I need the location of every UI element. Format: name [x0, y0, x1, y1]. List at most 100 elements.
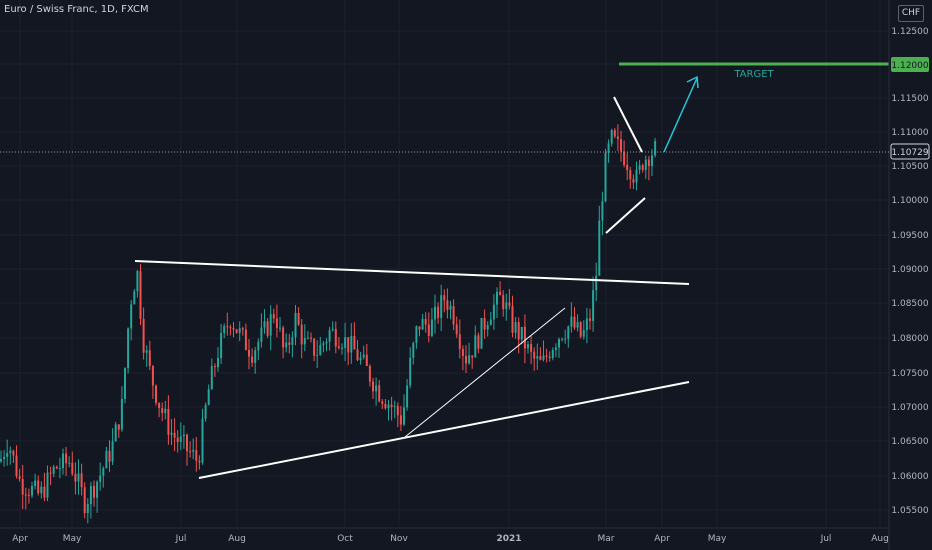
y-tick-label: 1.09500: [891, 231, 928, 241]
candle-down: [189, 451, 192, 453]
x-tick-label: Apr: [12, 534, 28, 544]
candle-down: [629, 170, 632, 180]
candle-down: [347, 337, 350, 353]
candle-up: [34, 480, 37, 486]
candle-down: [424, 318, 427, 325]
candle-up: [62, 453, 64, 469]
candle-down: [12, 450, 15, 456]
target-label: TARGET: [733, 69, 774, 80]
candle-up: [269, 314, 272, 336]
candle-up: [328, 330, 331, 342]
candle-up: [564, 338, 567, 340]
y-tick-label: 1.11500: [891, 94, 928, 104]
x-tick-label: Jul: [820, 534, 832, 544]
x-tick-label: Oct: [337, 534, 353, 544]
candle-up: [415, 326, 418, 343]
candle-up: [527, 344, 529, 349]
y-tick-label: 1.09000: [891, 265, 928, 275]
candle-down: [443, 295, 446, 301]
candle-down: [337, 346, 340, 349]
candle-up: [111, 441, 114, 462]
rising-channel-line[interactable]: [404, 307, 566, 438]
pennant-lower-line[interactable]: [605, 197, 646, 234]
candle-down: [158, 402, 161, 409]
candle-up: [238, 328, 241, 333]
candle-up: [145, 350, 148, 353]
candle-up: [570, 316, 573, 327]
y-tick-label: 1.07500: [891, 369, 928, 379]
current-price-label: 1.10729: [891, 148, 928, 158]
candle-down: [446, 300, 449, 310]
candle-up: [319, 345, 322, 355]
candle-up: [403, 407, 405, 425]
price-axis[interactable]: 1.12500 1.12000 1.11500 1.11000 1.10500 1.100…: [891, 27, 928, 516]
candle-down: [539, 356, 542, 360]
candle-up: [536, 356, 539, 359]
candle-up: [514, 322, 517, 333]
candle-up: [316, 354, 319, 356]
candle-down: [517, 322, 520, 340]
candle-up: [558, 339, 560, 348]
candle-up: [567, 326, 570, 339]
candle-down: [390, 404, 393, 408]
candle-up: [68, 462, 71, 464]
candle-up: [31, 485, 33, 496]
time-axis[interactable]: Apr May Jul Aug Oct Nov 2021 Mar Apr May Jul Aug: [0, 527, 889, 544]
candle-down: [18, 476, 21, 480]
x-tick-label: May: [708, 534, 727, 544]
candle-up: [592, 290, 595, 321]
candle-up: [468, 355, 471, 364]
candle-up: [179, 436, 182, 442]
candle-up: [40, 486, 43, 494]
candle-up: [551, 349, 554, 358]
pennant-upper-line[interactable]: [613, 96, 643, 153]
candle-up: [210, 366, 213, 390]
x-tick-label: Jul: [175, 534, 187, 544]
candle-down: [226, 326, 229, 328]
candle-up: [9, 450, 12, 453]
projection-arrow[interactable]: [663, 77, 698, 153]
candle-up: [406, 385, 409, 408]
candle-up: [489, 319, 492, 325]
resistance-trendline[interactable]: [134, 260, 690, 285]
candle-up: [505, 302, 508, 310]
support-trendline[interactable]: [198, 381, 690, 479]
candle-down: [455, 324, 458, 335]
candle-down: [381, 401, 384, 404]
candle-up: [331, 328, 334, 331]
candle-up: [114, 424, 117, 442]
candle-up: [554, 347, 557, 350]
candle-down: [334, 328, 337, 347]
candle-up: [254, 350, 257, 363]
candle-down: [477, 335, 480, 349]
candle-up: [96, 481, 99, 498]
candle-up: [285, 342, 288, 348]
candle-down: [641, 165, 644, 170]
candle-up: [449, 306, 452, 310]
candle-down: [365, 354, 368, 366]
candle-up: [124, 368, 126, 399]
symbol-title[interactable]: Euro / Swiss Franc, 1D, FXCM: [4, 4, 149, 15]
candle-up: [170, 432, 173, 435]
candle-up: [99, 475, 102, 482]
candle-up: [654, 141, 657, 156]
candle-up: [474, 335, 477, 358]
candle-up: [496, 291, 498, 305]
x-tick-label: May: [63, 534, 82, 544]
candle-down: [21, 479, 24, 495]
candle-down: [93, 485, 95, 498]
candle-down: [483, 318, 486, 330]
candle-up: [393, 406, 396, 408]
candle-down: [623, 151, 626, 165]
candle-down: [139, 271, 142, 319]
candle-up: [362, 354, 365, 358]
candle-down: [452, 306, 455, 325]
candle-down: [313, 338, 316, 356]
candle-down: [49, 472, 52, 474]
candle-down: [65, 453, 68, 464]
candle-up: [322, 343, 325, 346]
currency-button[interactable]: CHF: [898, 5, 924, 22]
candle-down: [43, 486, 46, 498]
candle-down: [251, 356, 254, 363]
